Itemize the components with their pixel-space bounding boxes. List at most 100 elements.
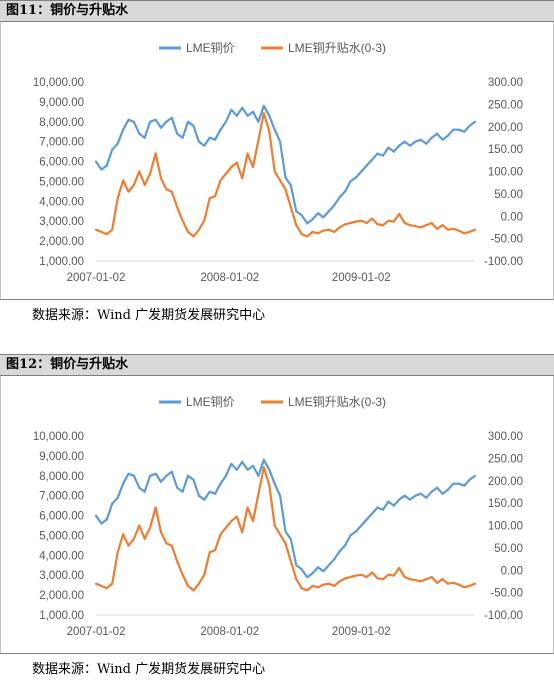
data-point [257, 493, 260, 496]
data-point [392, 220, 395, 223]
data-point [165, 542, 168, 545]
data-point [468, 230, 471, 233]
data-point [452, 227, 455, 230]
data-point [349, 575, 352, 579]
data-point [300, 214, 303, 217]
data-point [300, 568, 303, 571]
data-point [143, 490, 146, 493]
data-point [138, 486, 141, 489]
data-point [398, 144, 401, 147]
data-point [246, 152, 249, 155]
data-point [230, 165, 233, 169]
data-point [279, 179, 282, 182]
legend-label: LME铜价 [186, 394, 235, 409]
data-point [419, 226, 422, 229]
data-point [398, 566, 401, 570]
data-point [381, 154, 385, 157]
data-point [441, 224, 444, 227]
data-point [122, 533, 125, 536]
data-point [127, 472, 130, 475]
right-axis-tick-label: 300.00 [488, 431, 523, 443]
data-point [419, 580, 422, 583]
data-point [349, 534, 352, 537]
data-point [241, 106, 244, 109]
data-point [105, 164, 108, 167]
data-point [246, 468, 249, 471]
data-point [408, 144, 412, 147]
data-point [322, 583, 325, 586]
data-point [116, 551, 119, 554]
data-point [262, 466, 265, 469]
data-point [143, 183, 146, 186]
data-point [327, 228, 330, 231]
data-point [246, 506, 249, 509]
x-axis-tick-label: 2009-01-02 [332, 272, 391, 284]
data-point [105, 233, 108, 236]
data-point [154, 152, 157, 155]
data-point [214, 549, 217, 552]
data-point [457, 482, 460, 485]
left-axis-tick-label: 5,000.00 [39, 530, 84, 542]
data-point [262, 458, 265, 461]
data-point [338, 226, 341, 229]
data-point [414, 579, 417, 582]
data-point [430, 221, 433, 225]
data-point [354, 530, 357, 533]
data-point [316, 232, 320, 235]
left-axis-tick-label: 7,000.00 [39, 491, 84, 503]
data-point [463, 130, 466, 133]
data-point [360, 170, 363, 173]
data-point [344, 577, 347, 580]
data-point [105, 518, 108, 521]
data-point [219, 128, 222, 131]
data-point [208, 551, 211, 554]
data-point [219, 179, 222, 182]
data-point [279, 533, 282, 536]
data-point [354, 176, 357, 179]
data-point [306, 222, 309, 225]
right-axis-tick-label: 150.00 [488, 144, 523, 156]
data-point [111, 148, 114, 151]
data-point [197, 582, 200, 585]
data-point [279, 140, 282, 143]
data-point [289, 538, 292, 541]
data-point [306, 576, 309, 579]
data-point [100, 168, 103, 171]
data-point [176, 486, 179, 489]
left-axis-tick-label: 4,000.00 [39, 196, 84, 208]
data-point [138, 170, 141, 173]
right-axis-tick-label: -50.00 [490, 588, 523, 600]
data-point [116, 142, 119, 145]
data-point [181, 490, 184, 493]
data-point [132, 183, 135, 186]
data-point [376, 506, 379, 509]
right-axis-tick-label: 50.00 [494, 543, 523, 555]
data-point [457, 583, 460, 586]
data-point [392, 150, 395, 153]
data-point [316, 586, 320, 589]
left-axis-tick-label: 3,000.00 [39, 570, 84, 582]
data-point [154, 118, 157, 121]
data-point [176, 132, 179, 135]
data-point [468, 478, 471, 481]
data-point [306, 589, 309, 592]
right-axis-tick-label: 150.00 [488, 498, 523, 510]
data-point [425, 578, 428, 581]
data-point [387, 573, 390, 576]
data-point [94, 160, 98, 163]
data-point [311, 218, 314, 221]
data-point [94, 582, 98, 585]
data-point [165, 188, 168, 191]
data-point [127, 190, 130, 193]
data-point [284, 542, 287, 545]
data-point [371, 217, 374, 220]
data-point [176, 560, 179, 563]
data-point [468, 584, 471, 587]
data-point [446, 134, 449, 137]
data-point [149, 526, 152, 529]
data-point [311, 230, 314, 233]
data-point [338, 196, 341, 199]
data-point [322, 216, 325, 219]
data-point [262, 112, 265, 115]
data-point [436, 132, 439, 135]
